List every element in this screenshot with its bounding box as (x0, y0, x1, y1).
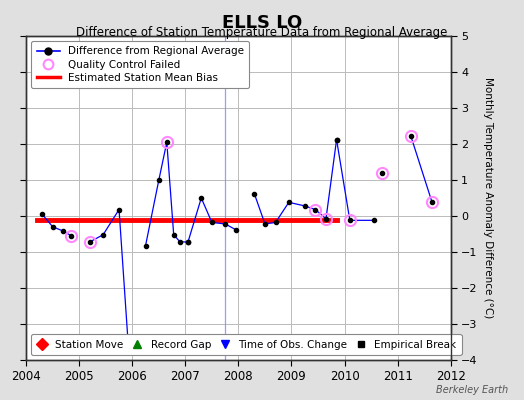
Text: Berkeley Earth: Berkeley Earth (436, 385, 508, 395)
Legend: Station Move, Record Gap, Time of Obs. Change, Empirical Break: Station Move, Record Gap, Time of Obs. C… (31, 334, 462, 355)
Text: ELLS LO: ELLS LO (222, 14, 302, 32)
Y-axis label: Monthly Temperature Anomaly Difference (°C): Monthly Temperature Anomaly Difference (… (483, 77, 493, 319)
Text: Difference of Station Temperature Data from Regional Average: Difference of Station Temperature Data f… (77, 26, 447, 39)
